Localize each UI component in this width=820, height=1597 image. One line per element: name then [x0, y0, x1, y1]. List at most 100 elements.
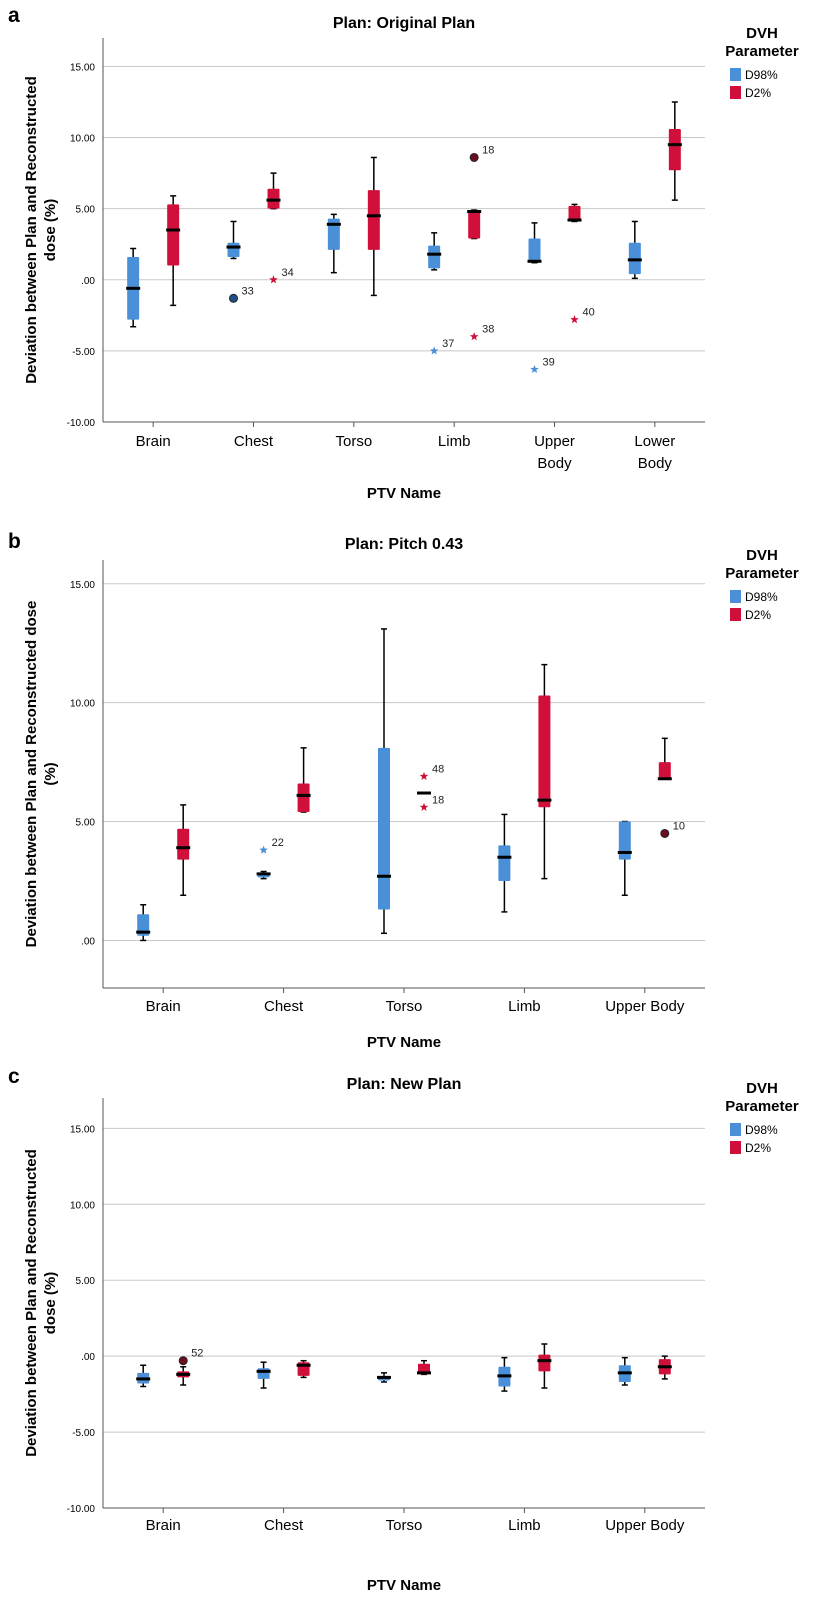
chart-title: Plan: New Plan [347, 1076, 462, 1093]
box-d2pct [176, 804, 191, 897]
x-axis-label: PTV Name [367, 1034, 441, 1051]
legend-title: Parameter [725, 565, 799, 582]
outlier-star [530, 364, 539, 374]
outlier-circle [178, 1356, 188, 1366]
box-d2pct [417, 1359, 431, 1376]
box-d2pct [296, 1359, 311, 1379]
outlier-star [570, 315, 579, 324]
panel-c: c Plan: New Plan 15.00 10.00 5.00 .00 -5.00 -10… [8, 1065, 799, 1594]
box-body [378, 747, 390, 910]
outlier-label: 18 [482, 144, 494, 156]
outlier-label: 10 [673, 820, 685, 832]
x-tick-label: Body [537, 455, 572, 472]
panel-label: c [8, 1065, 20, 1088]
outlier-label: 39 [543, 356, 555, 368]
x-tick-label: Lower [634, 433, 675, 450]
x-tick-label: Brain [146, 998, 181, 1015]
outlier-label: 18 [432, 794, 444, 806]
panel-label: a [8, 4, 20, 27]
outlier-circle [660, 828, 670, 838]
box-d2pct: 48 18 [417, 763, 444, 811]
box-body [618, 821, 631, 860]
box-d98pct: 22 [256, 837, 284, 880]
box-d98pct: 37 [427, 232, 454, 355]
outlier-star [469, 332, 479, 341]
box-body [468, 210, 481, 239]
y-tick-label: 5.00 [76, 818, 96, 829]
legend-swatch [730, 86, 741, 99]
box-body [227, 242, 240, 258]
y-tick-label: 10.00 [70, 134, 95, 145]
panel-a: a Plan: Original Plan 15.00 10.00 5.00 .00 -5.… [8, 4, 799, 502]
box-body [367, 190, 380, 250]
box-body [428, 245, 441, 269]
y-axis-label: Deviation between Plan and Reconstructed… [23, 601, 59, 948]
x-tick-label: Body [638, 455, 673, 472]
x-tick-label: Upper [534, 433, 575, 450]
box-d98pct [377, 628, 391, 935]
x-tick-label: Upper Body [605, 998, 685, 1015]
legend-entry-label: D98% [745, 68, 778, 82]
y-tick-label: 15.00 [70, 62, 95, 73]
box-body [327, 218, 340, 250]
x-tick-label: Limb [508, 998, 541, 1015]
box-d98pct [136, 904, 151, 942]
legend-entry-label: D98% [745, 590, 778, 604]
x-tick-label: Brain [146, 1517, 181, 1534]
box-d2pct: 52 [176, 1348, 203, 1386]
x-axis-label: PTV Name [367, 485, 441, 502]
box-d2pct [657, 1355, 672, 1380]
box-d2pct [166, 195, 181, 307]
y-tick-label: .00 [81, 936, 95, 947]
box-d98pct [627, 220, 642, 280]
outlier-label: 37 [442, 338, 454, 350]
box-d2pct [296, 747, 311, 813]
box-body [568, 205, 581, 222]
box-d98pct: 33 [226, 220, 254, 303]
legend-title: Parameter [725, 43, 799, 60]
box-d2pct [537, 663, 552, 880]
box-body [177, 828, 190, 860]
outlier-label: 48 [432, 763, 444, 775]
box-d98pct [617, 1356, 632, 1386]
box-body [137, 914, 150, 936]
x-tick-label: Limb [508, 1517, 541, 1534]
outlier-label: 22 [272, 837, 284, 849]
box-d2pct: 34 [266, 172, 294, 284]
legend-title: DVH [746, 1080, 778, 1097]
outlier-circle [229, 293, 238, 303]
outlier-star [259, 845, 268, 854]
box-d98pct [497, 813, 512, 913]
y-tick-label: 15.00 [70, 1124, 95, 1135]
box-d98pct [326, 213, 341, 274]
x-tick-label: Brain [136, 433, 171, 450]
y-axis-label: Deviation between Plan and Reconstructed… [23, 1149, 59, 1457]
outlier-label: 40 [583, 307, 595, 319]
box-d2pct: 40 [567, 203, 595, 324]
box-d2pct: 10 [657, 737, 685, 838]
box-d98pct: 39 [527, 222, 555, 374]
y-tick-label: 10.00 [70, 1200, 95, 1211]
box-body [538, 1354, 551, 1372]
legend-swatch [730, 1123, 741, 1136]
x-tick-label: Torso [386, 1517, 423, 1534]
x-tick-label: Upper Body [605, 1517, 685, 1534]
y-tick-label: -5.00 [72, 347, 95, 358]
outlier-star [429, 346, 439, 355]
box-d98pct [256, 1361, 271, 1389]
box-d98pct [126, 247, 141, 328]
legend-entry-label: D2% [745, 86, 771, 100]
outlier-label: 52 [191, 1348, 203, 1360]
legend-title: Parameter [725, 1098, 799, 1115]
legend-entry-label: D2% [745, 608, 771, 622]
outlier-label: 33 [242, 285, 254, 297]
legend-swatch [730, 1141, 741, 1154]
x-tick-label: Limb [438, 433, 471, 450]
y-tick-label: -10.00 [67, 418, 96, 429]
box-d2pct [537, 1343, 552, 1389]
x-tick-label: Chest [264, 1517, 304, 1534]
x-axis-label: PTV Name [367, 1577, 441, 1594]
